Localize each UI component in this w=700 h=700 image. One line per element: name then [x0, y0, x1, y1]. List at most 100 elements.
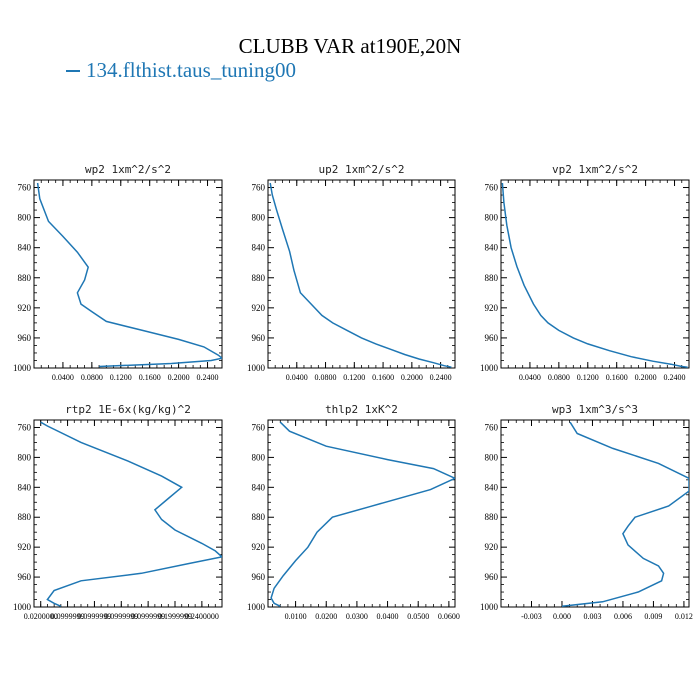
y-tick-label: 840 [485, 482, 499, 492]
x-tick-label: 0.009 [644, 612, 662, 621]
x-tick-label: 0.0200000 [24, 612, 58, 621]
x-tick-label: 0.1600 [139, 373, 161, 382]
y-tick-label: 760 [485, 422, 499, 432]
plot-frame [267, 419, 456, 608]
plot-frame [33, 179, 223, 369]
y-tick-label: 880 [252, 273, 266, 283]
chart-panel-4: rtp2 1E-6x(kg/kg)^2 760 800 840 880 920 960 100… [13, 403, 223, 621]
x-tick-label: 0.0400 [286, 373, 308, 382]
y-tick-label: 1000 [13, 602, 32, 612]
x-tick-label: 0.0999999 [51, 612, 85, 621]
chart-panel-6: wp3 1xm^3/s^3 760 800 840 880 920 960 1000 -0.00… [480, 403, 693, 621]
plot-frame [33, 419, 223, 608]
y-tick-label: 920 [485, 542, 499, 552]
y-tick-label: 840 [252, 482, 266, 492]
x-tick-label: 0.2400 [197, 373, 219, 382]
figure-title: CLUBB VAR at190E,20N [238, 34, 462, 58]
x-tick-label: 0.2400 [430, 373, 452, 382]
y-tick-label: 760 [18, 422, 32, 432]
plot-frame [500, 419, 690, 608]
x-tick-label: 0.0400 [377, 612, 399, 621]
series-line-1 [40, 421, 222, 607]
series-line-1 [561, 421, 689, 607]
legend-label: 134.flthist.taus_tuning00 [86, 58, 296, 82]
x-tick-label: 0.000 [553, 612, 571, 621]
y-tick-label: 800 [485, 213, 499, 223]
y-tick-label: 800 [252, 452, 266, 462]
panel-title: rtp2 1E-6x(kg/kg)^2 [65, 403, 191, 416]
x-tick-label: 0.0800 [315, 373, 337, 382]
x-tick-label: 0.1999999 [158, 612, 192, 621]
series-line-1 [270, 421, 455, 607]
x-tick-label: 0.0400 [52, 373, 74, 382]
x-tick-label: 0.0999999 [131, 612, 165, 621]
y-tick-label: 880 [18, 512, 32, 522]
x-tick-label: 0.003 [583, 612, 601, 621]
x-tick-label: 0.0999999 [77, 612, 111, 621]
series-line-1 [269, 182, 452, 368]
x-tick-label: 0.1200 [343, 373, 365, 382]
x-tick-label: 0.006 [614, 612, 632, 621]
chart-panel-1: wp2 1xm^2/s^2 760 800 840 880 920 960 1000 0.040… [13, 163, 223, 382]
x-tick-label: 0.0500 [407, 612, 429, 621]
y-tick-label: 920 [252, 542, 266, 552]
x-tick-label: 0.2000 [168, 373, 190, 382]
series-line-1 [36, 182, 222, 368]
x-tick-label: 0.0800 [548, 373, 570, 382]
y-tick-label: 800 [18, 213, 32, 223]
y-tick-label: 920 [252, 303, 266, 313]
x-tick-label: 0.2400000 [185, 612, 219, 621]
plot-frame [500, 179, 690, 369]
y-tick-label: 840 [485, 243, 499, 253]
x-tick-label: 0.0800 [81, 373, 103, 382]
y-tick-label: 840 [252, 243, 266, 253]
chart-panel-5: thlp2 1xK^2 760 800 840 880 920 960 1000 0.0100 0… [247, 403, 460, 621]
y-tick-label: 960 [18, 333, 32, 343]
x-tick-label: 0.0300 [346, 612, 368, 621]
panel-title: thlp2 1xK^2 [325, 403, 398, 416]
y-tick-label: 760 [252, 183, 266, 193]
x-tick-label: 0.0200 [315, 612, 337, 621]
x-tick-label: 0.0100 [285, 612, 307, 621]
x-tick-label: 0.1600 [372, 373, 394, 382]
y-tick-label: 1000 [13, 363, 32, 373]
x-tick-label: 0.0999999 [104, 612, 138, 621]
y-tick-label: 760 [18, 183, 32, 193]
chart-panel-2: up2 1xm^2/s^2 760 800 840 880 920 960 1000 0.040… [247, 163, 456, 382]
y-tick-label: 960 [18, 572, 32, 582]
y-tick-label: 960 [485, 333, 499, 343]
y-tick-label: 1000 [247, 602, 266, 612]
plot-frame [267, 179, 456, 369]
x-tick-label: 0.2400 [664, 373, 686, 382]
y-tick-label: 840 [18, 243, 32, 253]
y-tick-label: 920 [485, 303, 499, 313]
panel-title: wp3 1xm^3/s^3 [552, 403, 638, 416]
y-tick-label: 960 [485, 572, 499, 582]
series-line-1 [501, 182, 688, 368]
y-tick-label: 840 [18, 482, 32, 492]
x-tick-label: -0.003 [521, 612, 542, 621]
x-tick-label: 0.1200 [110, 373, 132, 382]
y-tick-label: 800 [252, 213, 266, 223]
y-tick-label: 800 [18, 452, 32, 462]
x-tick-label: 0.1600 [606, 373, 628, 382]
panel-title: vp2 1xm^2/s^2 [552, 163, 638, 176]
y-tick-label: 880 [18, 273, 32, 283]
chart-panel-3: vp2 1xm^2/s^2 760 800 840 880 920 960 1000 0.040… [480, 163, 690, 382]
y-tick-label: 1000 [480, 363, 499, 373]
y-tick-label: 1000 [480, 602, 499, 612]
legend-line-swatch [66, 69, 80, 72]
panel-title: up2 1xm^2/s^2 [318, 163, 404, 176]
y-tick-label: 960 [252, 572, 266, 582]
legend: 134.flthist.taus_tuning00 [66, 58, 296, 83]
y-tick-label: 920 [18, 542, 32, 552]
y-tick-label: 920 [18, 303, 32, 313]
y-tick-label: 1000 [247, 363, 266, 373]
panel-title: wp2 1xm^2/s^2 [85, 163, 171, 176]
x-tick-label: 0.1200 [577, 373, 599, 382]
y-tick-label: 760 [252, 422, 266, 432]
x-tick-label: 0.012 [675, 612, 693, 621]
y-tick-label: 800 [485, 452, 499, 462]
x-tick-label: 0.2000 [401, 373, 423, 382]
